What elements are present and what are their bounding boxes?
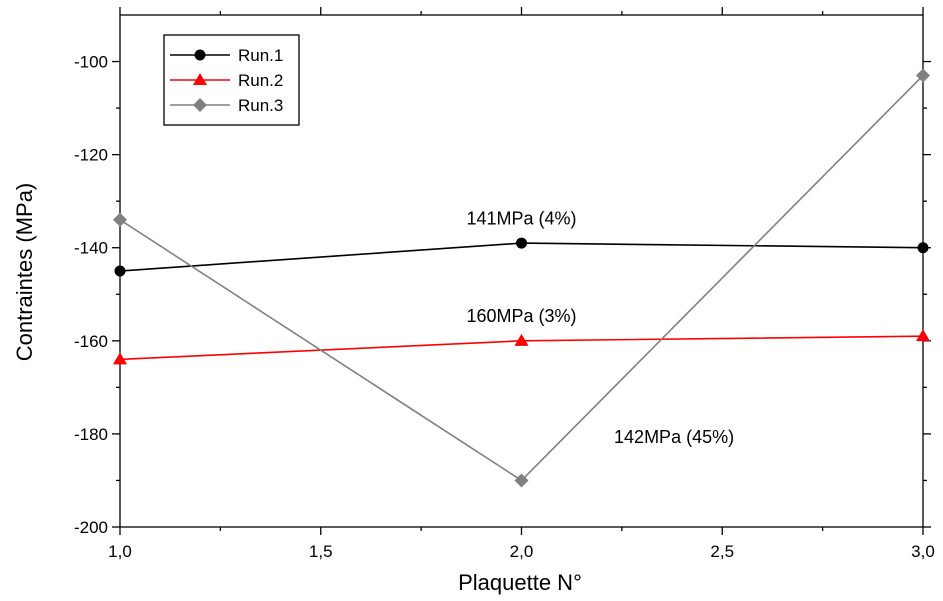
data-point (113, 352, 127, 365)
x-tick-label: 3,0 (911, 542, 935, 561)
y-tick-label: -160 (74, 332, 108, 351)
data-point (916, 68, 930, 83)
legend-label: Run.3 (238, 96, 283, 115)
y-tick-label: -140 (74, 239, 108, 258)
data-point (917, 242, 929, 254)
data-point (514, 473, 529, 488)
annotations: 141MPa (4%) 160MPa (3%) 142MPa (45%) (466, 208, 734, 447)
axes: 1,0 1,5 2,0 2,5 3,0 -200 -180 -160 -140 -120 -100 (74, 7, 935, 561)
legend: Run.1 Run.2 Run.3 (163, 34, 300, 126)
legend-marker (193, 98, 207, 112)
legend-marker (194, 49, 206, 61)
series-line (119, 74, 924, 482)
legend-marker (193, 73, 207, 85)
legend-label: Run.2 (238, 71, 283, 90)
x-tick-label: 1,0 (108, 542, 132, 561)
annotation-label: 160MPa (3%) (466, 306, 576, 326)
legend-item: Run.2 (170, 71, 283, 90)
data-point (516, 237, 527, 249)
x-tick-label: 2,5 (710, 542, 734, 561)
y-tick-label: -180 (74, 425, 108, 444)
y-axis-title: Contraintes (MPa) (12, 183, 37, 362)
series-layer (113, 68, 930, 488)
series-3 (113, 68, 930, 488)
x-tick-label: 1,5 (309, 542, 333, 561)
annotation-label: 142MPa (45%) (614, 427, 734, 447)
data-point (113, 212, 127, 227)
annotation-label: 141MPa (4%) (466, 208, 576, 228)
y-tick-label: -120 (74, 146, 108, 165)
series-2 (113, 329, 930, 365)
x-axis-title: Plaquette N° (458, 570, 582, 595)
legend-item: Run.1 (170, 46, 283, 65)
data-point (114, 265, 126, 277)
y-tick-label: -200 (74, 518, 108, 537)
data-point (514, 333, 529, 346)
legend-item: Run.3 (170, 96, 283, 115)
data-point (916, 329, 930, 342)
y-tick-label: -100 (74, 53, 108, 72)
legend-label: Run.1 (238, 46, 283, 65)
x-tick-label: 2,0 (510, 542, 534, 561)
series-1 (114, 237, 929, 277)
